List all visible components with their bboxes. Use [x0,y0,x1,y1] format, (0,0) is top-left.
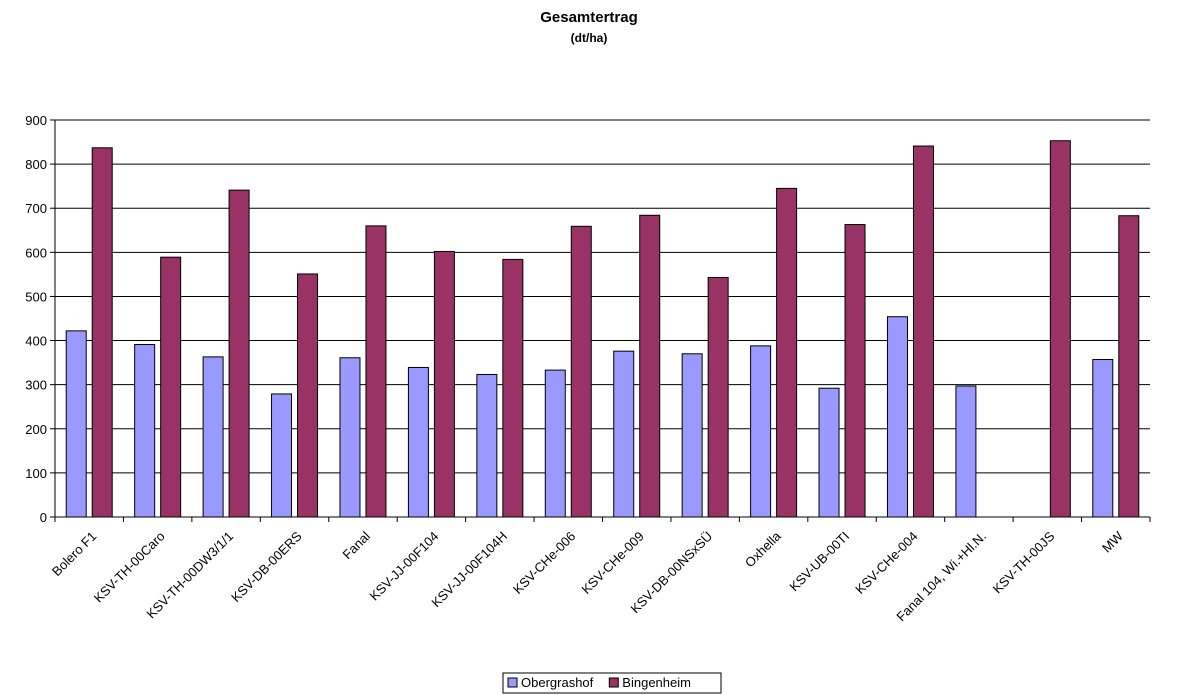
bar-obergrashof-1 [65,330,87,518]
y-tick-label: 400 [25,334,47,349]
x-category-label: KSV-TH-00Caro [91,529,168,606]
x-category-label: KSV-JJ-00F104 [367,529,442,604]
x-category-label: MW [1099,528,1126,555]
x-category-label: KSV-JJ-00F104H [428,529,510,611]
bar-obergrashof-7 [476,374,498,518]
y-tick-label: 900 [25,113,47,128]
bar-bingenheim-3 [228,189,250,518]
bar-bingenheim-5 [365,225,387,518]
bar-obergrashof-6 [407,366,429,518]
legend: Obergrashof Bingenheim [502,672,722,694]
bars [65,140,1140,518]
y-tick-label: 700 [25,201,47,216]
bar-bingenheim-8 [570,225,592,518]
bar-obergrashof-11 [750,345,772,518]
y-tick-label: 200 [25,422,47,437]
legend-label-bingenheim: Bingenheim [622,675,691,690]
y-tick-label: 0 [40,510,47,525]
y-tick-label: 100 [25,466,47,481]
bar-obergrashof-10 [681,353,703,518]
bar-obergrashof-16 [1092,359,1114,518]
bar-bingenheim-13 [912,145,934,518]
legend-swatch-obergrashof [507,677,518,688]
bar-bingenheim-9 [639,214,661,518]
bar-bingenheim-7 [502,258,524,518]
y-tick-label: 300 [25,378,47,393]
y-axis-ticks: 0 100 200 300 400 500 600 700 800 900 [25,113,55,525]
bar-obergrashof-3 [202,356,224,518]
bar-obergrashof-4 [271,393,293,518]
bar-obergrashof-5 [339,357,361,518]
bar-bingenheim-2 [160,256,182,518]
bar-obergrashof-9 [613,350,635,518]
x-category-label: KSV-CHe-009 [578,529,646,597]
y-tick-label: 600 [25,245,47,260]
x-axis-labels: Bolero F1KSV-TH-00CaroKSV-TH-00DW3/1/1KS… [49,528,1127,624]
x-category-label: KSV-CHe-006 [510,529,578,597]
x-category-label: KSV-TH-00JS [990,528,1058,596]
y-tick-label: 800 [25,157,47,172]
bar-bingenheim-15 [1049,140,1071,518]
x-category-label: KSV-CHe-004 [852,529,920,597]
bar-bingenheim-4 [297,273,319,518]
bar-obergrashof-13 [886,316,908,518]
bar-bingenheim-16 [1118,215,1140,518]
bar-obergrashof-14 [955,385,977,518]
x-category-label: KSV-DB-00ERS [228,528,305,605]
bar-obergrashof-8 [544,369,566,518]
bar-obergrashof-2 [134,344,156,518]
chart-subtitle: (dt/ha) [571,31,608,45]
y-tick-label: 500 [25,289,47,304]
bar-bingenheim-10 [707,276,729,518]
bar-bingenheim-1 [91,147,113,518]
x-category-label: KSV-UB-00TI [786,529,852,595]
x-category-label: Bolero F1 [49,529,99,579]
bar-obergrashof-12 [818,387,840,518]
bar-bingenheim-6 [433,250,455,518]
x-category-label: Oxhella [742,528,784,570]
chart-title: Gesamtertrag [540,9,638,26]
legend-swatch-bingenheim [608,677,619,688]
x-category-label: Fanal [339,528,373,562]
bar-bingenheim-11 [776,187,798,518]
x-axis [54,120,1151,522]
legend-label-obergrashof: Obergrashof [521,675,594,690]
bar-bingenheim-12 [844,224,866,518]
